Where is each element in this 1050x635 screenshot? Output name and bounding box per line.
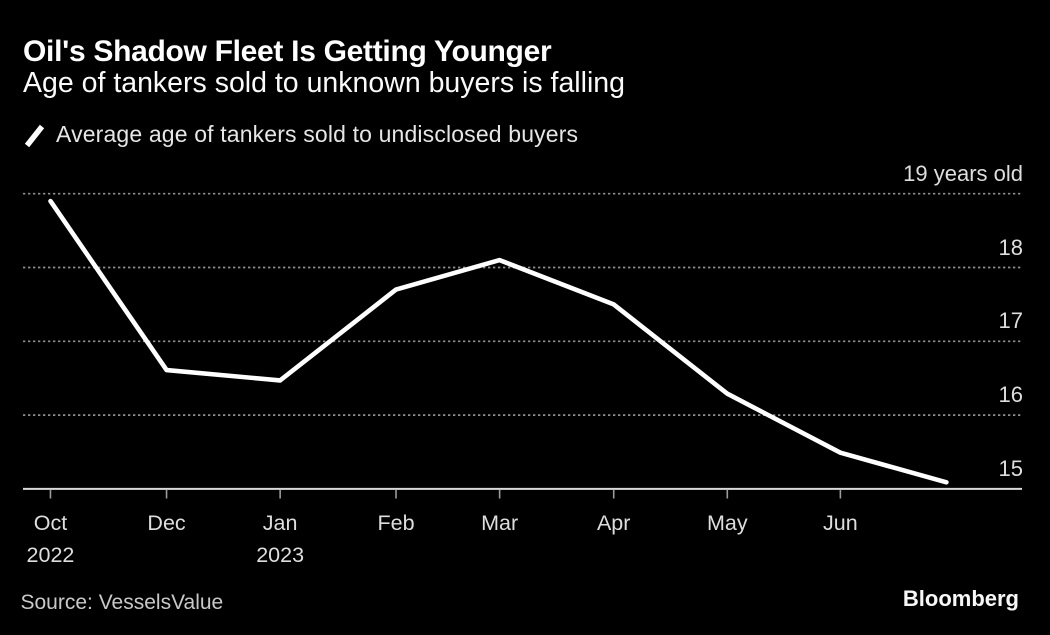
x-axis-label-oct: Oct 2022 — [26, 510, 75, 567]
chart-title: Oil's Shadow Fleet Is Getting Younger — [23, 35, 552, 68]
x-axis-label-jun: Jun — [823, 510, 858, 535]
x-axis-label-apr: Apr — [596, 510, 631, 535]
y-axis-label-18: 18 — [998, 234, 1023, 260]
y-axis-label-16: 16 — [998, 382, 1023, 408]
series-line-average-age — [48, 198, 949, 485]
y-axis-label-15: 15 — [998, 455, 1023, 481]
y-axis-label-19: 19 years old — [903, 160, 1023, 186]
y-axis-label-17: 17 — [998, 308, 1023, 334]
x-axis-label-mar: Mar — [481, 510, 519, 535]
x-axis-label-dec: Dec — [147, 510, 186, 535]
legend: Average age of tankers sold to undisclos… — [24, 121, 578, 149]
x-axis-label-may: May — [706, 510, 748, 535]
legend-label: Average age of tankers sold to undisclos… — [56, 120, 579, 147]
slash-stroke — [24, 124, 45, 148]
source-note: Source: VesselsValue — [20, 591, 224, 614]
bloomberg-logo: Bloomberg — [902, 585, 1019, 611]
line-slash-icon — [24, 124, 45, 148]
x-axis-label-feb: Feb — [377, 510, 415, 535]
chart-subtitle: Age of tankers sold to unknown buyers is… — [23, 67, 626, 99]
x-axis-label-jan: Jan 2023 — [256, 510, 305, 567]
